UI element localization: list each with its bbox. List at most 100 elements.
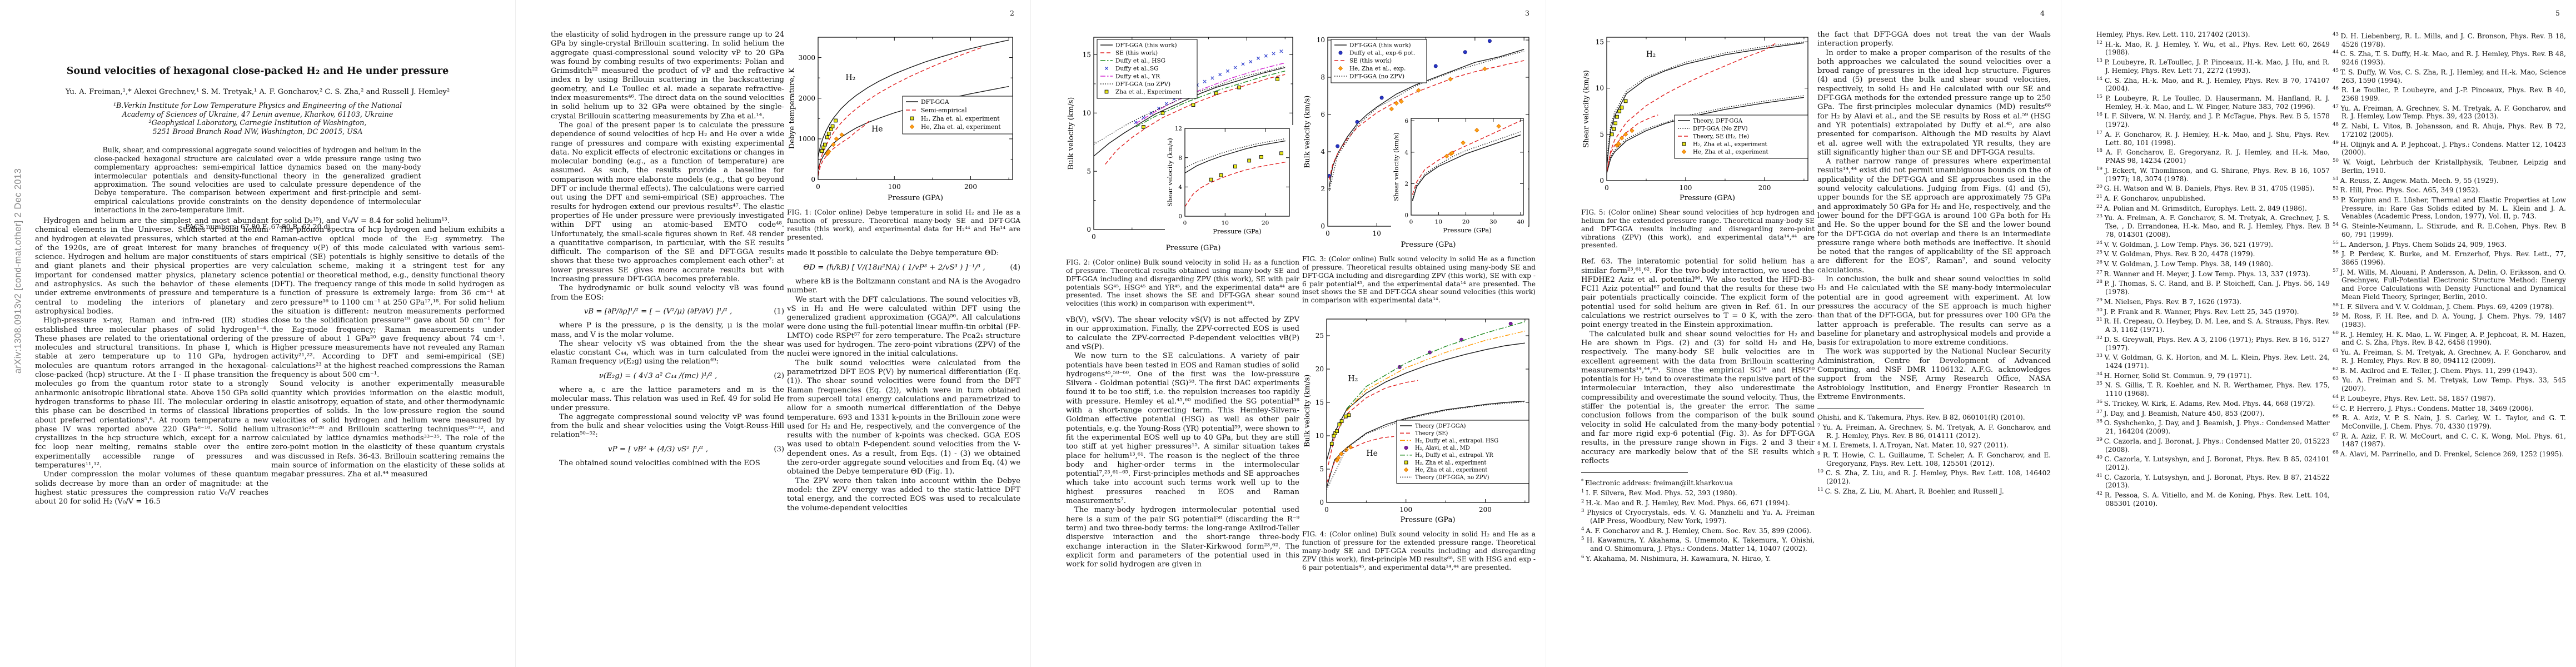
reference-item: 36 S. Trickey, W. Kirk, E. Adams, Rev. M…	[2096, 399, 2315, 407]
reference-item: 47 Yu. A. Freiman, A. Grechnev, S. M. Tr…	[2333, 103, 2566, 121]
paragraph: the fact that DFT-GGA does not treat the…	[1817, 31, 2051, 48]
svg-text:8: 8	[1321, 73, 1325, 81]
paragraph: A rather narrow range of pressures where…	[1817, 157, 2051, 275]
reference-item: 13 P. Loubeyre, R. LeToullec, J. P. Pinc…	[2096, 58, 2330, 74]
equation-3: vP = [ vB² + (4/3) vS² ]¹/² , (3)	[608, 445, 784, 454]
svg-text:He: He	[1366, 449, 1378, 458]
p2-text-f: where kB is the Boltzmann constant and N…	[787, 277, 1020, 513]
paragraph: Under compression the molar volumes of t…	[35, 470, 268, 506]
svg-text:H₂: H₂	[845, 73, 855, 82]
p4-column-right: the fact that DFT-GGA does not treat the…	[1817, 31, 2051, 656]
reference-item: 14 C. S. Zha, H.-k. Mao, and R. J. Hemle…	[2096, 76, 2330, 93]
reference-item: Hemley, Phys. Rev. Lett. 110, 217402 (20…	[2096, 31, 2250, 38]
reference-item: 55 L. Anderson, J. Phys. Chem Solids 24,…	[2333, 240, 2507, 248]
reference-item: 17 A. F. Goncharov, R. J. Hemley, H.-k. …	[2096, 130, 2330, 147]
svg-text:10: 10	[1596, 84, 1604, 92]
reference-item: 23 Yu. A. Freiman, A. F. Goncharov, S. M…	[2096, 213, 2330, 238]
svg-text:4: 4	[1321, 148, 1325, 156]
svg-text:He, Zha et al., experiment: He, Zha et al., experiment	[1415, 467, 1487, 474]
figure-4: 0 100 200 0 5 10 15 20 25 Pressure (GPa) Bulk velo…	[1302, 315, 1536, 571]
svg-text:0: 0	[1605, 184, 1609, 192]
svg-text:40: 40	[1517, 219, 1524, 226]
svg-text:15: 15	[1596, 38, 1604, 46]
reference-item: 49 H. Olijnyk and A. P. Jephcoat, J. Phy…	[2333, 140, 2566, 157]
svg-text:10: 10	[1316, 432, 1324, 440]
svg-text:DFT-GGA (this work): DFT-GGA (this work)	[1115, 42, 1177, 49]
paragraph: Sound velocity is another experimentally…	[271, 380, 505, 479]
reference-item: 50 W. Voigt, Lehrbuch der Kristallphysik…	[2333, 158, 2566, 175]
svg-text:H₂, Zha et al., experiment: H₂, Zha et al., experiment	[1415, 460, 1487, 466]
paragraph: In order to make a proper comparison of …	[1817, 48, 2051, 157]
fig3-shear-velocity-inset: 0 10 20 30 40 0 2 4 6 Pressure (GPa) Shear velocit…	[1391, 115, 1528, 238]
reference-item: 22 A. Polian and M. Grimsditch, Europhys…	[2096, 203, 2307, 212]
paragraph: The many-body hydrogen intermolecular po…	[1066, 506, 1299, 569]
p4-text-left: Ref. 63. The interatomic potential for s…	[1581, 257, 1815, 466]
p3-column-right: 0102030400246810Pressure (GPa)Bulk veloc…	[1302, 31, 1536, 656]
p1-column-right: for solid D₂¹⁵), and V₀/V = 8.4 for soli…	[271, 217, 505, 656]
paragraph: The phonon spectra of hcp hydrogen and h…	[271, 226, 505, 380]
reference-item: 38 O. Syshchenko, J. Day, and J. Beamish…	[2096, 419, 2330, 436]
svg-text:100: 100	[1680, 184, 1692, 192]
fig2-caption: FIG. 2: (Color online) Bulk sound veloci…	[1066, 258, 1299, 308]
svg-text:100: 100	[888, 183, 901, 191]
reference-item: 65 C. P. Herrero, J. Phys.: Condens. Mat…	[2333, 404, 2534, 412]
reference-item: 12 H.-k. Mao, R. J. Hemley, Y. Wu, et al…	[2096, 39, 2330, 57]
reference-item: 27 R. Wanner and H. Meyer, J. Low Temp. …	[2096, 269, 2310, 278]
svg-text:H₂, Zha et. al, experiment: H₂, Zha et. al, experiment	[921, 115, 1000, 122]
paragraph: where kB is the Boltzmann constant and N…	[787, 277, 1020, 295]
equation-2: ν(E₂g) = ( 4√3 a² C₄₄ /(mc) )¹/² , (2)	[599, 371, 784, 380]
reference-item: 26 V. V. Goldman, J. Low Temp. Phys. 38,…	[2096, 260, 2273, 268]
p2-text-d: The obtained sound velocities combined w…	[551, 459, 784, 468]
affiliation-2: ²Geophysical Laboratory, Carnegie Instit…	[148, 118, 367, 127]
svg-text:0: 0	[816, 183, 820, 191]
p3-text: vB(V), vS(V). The shear velocity vS(V) i…	[1066, 316, 1299, 569]
reference-item: 53 P. Korpiun and E. Lüsher, Thermal and…	[2333, 195, 2566, 221]
svg-text:He, Zha et al., experiment: He, Zha et al., experiment	[1693, 150, 1768, 156]
p3-column-left: 0 10 20 0 5 10 15 Pressure (GPa) Bulk velocity (…	[1066, 31, 1299, 656]
svg-text:0: 0	[1600, 177, 1604, 185]
svg-text:6: 6	[1321, 111, 1325, 118]
svg-text:20: 20	[1462, 219, 1469, 226]
paragraph: The goal of the present paper is to calc…	[551, 121, 784, 284]
reference-item: 11 C. S. Zha, Z. Liu, M. Ahart, R. Boehl…	[1817, 486, 2004, 495]
svg-text:0: 0	[1319, 499, 1324, 506]
reference-item: 56 J. P. Perdew, K. Burke, and M. Ernzer…	[2333, 250, 2566, 267]
svg-text:Pressure (GPA): Pressure (GPA)	[1680, 194, 1735, 202]
svg-text:10: 10	[1083, 109, 1091, 117]
reference-item: 3 Physics of Cryocrystals, eds. V. G. Ma…	[1581, 508, 1815, 525]
reference-item: 8 M. I. Eremets, I. A.Troyan, Nat. Mater…	[1817, 441, 2009, 450]
svg-text:Theory (DFT-GGA, no ZPV): Theory (DFT-GGA, no ZPV)	[1415, 475, 1489, 481]
paragraph: The work was supported by the National N…	[1817, 347, 2051, 401]
p5-column-right: 43 D. H. Liebenberg, R. L. Mills, and J.…	[2333, 31, 2566, 656]
paragraph: In conclusion, the bulk and shear sound …	[1817, 275, 2051, 347]
svg-text:Pressure (GPA): Pressure (GPA)	[888, 194, 943, 202]
paragraph: The calculated bulk and shear sound velo…	[1581, 330, 1815, 465]
reference-item: 41 C. Cazorla, Y. Lutsyshyn, and J. Boro…	[2096, 472, 2330, 490]
svg-text:1000: 1000	[798, 135, 815, 143]
svg-text:SE (this work): SE (this work)	[1349, 58, 1392, 64]
affiliation-1: ¹B.Verkin Institute for Low Temperature …	[113, 101, 402, 109]
svg-text:0: 0	[1326, 230, 1330, 237]
svg-text:H₂, Zha et al., experiment: H₂, Zha et al., experiment	[1693, 142, 1768, 148]
fig1-debye-temperature-chart: 0 100 200 0 1000 2000 3000 Pressure (GPA) Debye …	[787, 32, 1020, 206]
fig2-h2-bulk-velocity-chart: 0 10 20 0 5 10 15 Pressure (GPa) Bulk velocity (…	[1066, 32, 1299, 256]
reference-item: 39 C. Cazorla, and J. Boronat, J. Phys.:…	[2096, 436, 2330, 454]
reference-item: 21 A. F. Goncharov, unpublished.	[2096, 193, 2206, 202]
svg-text:H₂: H₂	[1348, 375, 1358, 384]
p2-column-right: 0 100 200 0 1000 2000 3000 Pressure (GPA) Debye …	[787, 31, 1020, 656]
svg-text:12: 12	[1175, 126, 1182, 132]
svg-text:Duffy et al., YR: Duffy et al., YR	[1115, 73, 1160, 80]
arxiv-banner: arXiv:1308.0913v2 [cond-mat.other] 2 Dec…	[13, 168, 23, 374]
reference-item: 68 A. Alavi, M. Parrinello, and D. Frenk…	[2333, 450, 2564, 459]
svg-text:5: 5	[1319, 465, 1324, 473]
svg-text:0: 0	[1321, 222, 1325, 230]
paragraph: The shear velocity vS was obtained from …	[551, 339, 784, 366]
page-1: arXiv:1308.0913v2 [cond-mat.other] 2 Dec…	[0, 0, 515, 667]
pacs-line: PACS numbers: 67.80.F-,67.80.B-,62.20.dj	[185, 222, 330, 231]
p2-column-left: the elasticity of solid hydrogen in the …	[551, 31, 784, 656]
svg-text:10: 10	[1222, 220, 1229, 227]
equation-4: ΘD = (ℏ/kB) [ V/(18π²NA) ( 1/vP³ + 2/vS³…	[803, 263, 1020, 272]
svg-text:Shear velocity (km/s): Shear velocity (km/s)	[1166, 138, 1174, 207]
svg-text:Bulk velocity (km/s): Bulk velocity (km/s)	[1067, 97, 1075, 170]
page-3: 3 01020051015Pressure (GPa)Bulk velocity…	[1030, 0, 1546, 667]
